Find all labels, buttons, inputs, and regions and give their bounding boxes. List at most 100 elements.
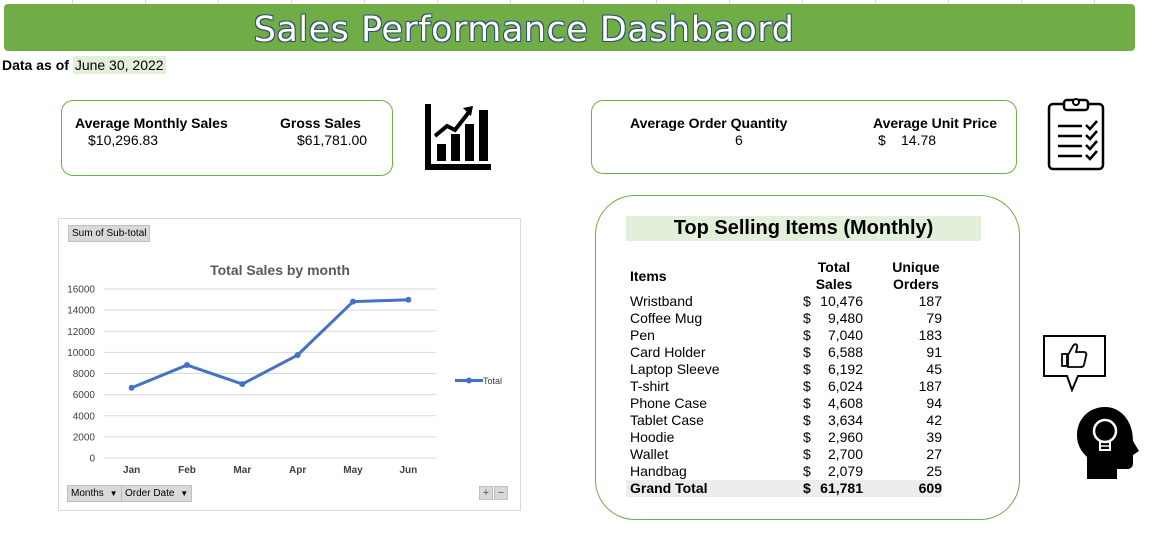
- grand-total-label: Grand Total: [630, 480, 708, 496]
- item-total-sales: 2,700: [827, 446, 863, 462]
- currency-symbol: $: [803, 463, 811, 479]
- months-filter-button[interactable]: Months ▼: [67, 485, 122, 502]
- item-unique-orders: 94: [926, 395, 942, 411]
- currency-symbol: $: [803, 344, 811, 360]
- top-items-card: [595, 195, 1020, 520]
- x-tick-label: Jan: [123, 465, 140, 476]
- item-unique-orders: 183: [918, 327, 942, 343]
- y-tick-label: 12000: [67, 327, 95, 338]
- gross-sales-value: $61,781.00: [297, 132, 368, 148]
- top-items-title: Top Selling Items (Monthly): [626, 216, 981, 241]
- avg-monthly-sales-label: Average Monthly Sales: [75, 115, 228, 131]
- y-tick-label: 0: [89, 454, 95, 465]
- gross-sales-label: Gross Sales: [280, 115, 361, 131]
- order-date-filter-button[interactable]: Order Date ▼: [121, 485, 193, 502]
- table-row: Phone Case $4,608 94: [630, 395, 942, 412]
- currency-symbol: $: [803, 293, 811, 309]
- head-lightbulb-icon: [1075, 405, 1141, 481]
- clipboard-checklist-icon: [1046, 96, 1106, 172]
- y-tick-label: 4000: [73, 411, 96, 422]
- sum-of-subtotal-button[interactable]: Sum of Sub-total: [68, 225, 151, 242]
- chevron-down-icon: ▼: [109, 489, 118, 498]
- col-header-orders-line2: Orders: [893, 276, 939, 292]
- months-filter-label: Months: [71, 488, 104, 499]
- avg-monthly-sales-value: $10,296.83: [88, 132, 159, 148]
- currency-symbol: $: [803, 480, 811, 496]
- table-row: T-shirt $6,024 187: [630, 378, 942, 395]
- page-title: Sales Performance Dashbaord: [253, 10, 795, 50]
- data-point: [184, 362, 190, 369]
- item-name: Pen: [630, 327, 655, 343]
- thumbs-up-speech-icon: [1042, 334, 1108, 393]
- kpi-card-orders: [591, 100, 1017, 174]
- currency-symbol: $: [803, 446, 811, 462]
- table-row: Handbag $2,079 25: [630, 463, 942, 480]
- col-header-items: Items: [630, 268, 667, 284]
- y-tick-label: 6000: [73, 390, 96, 401]
- y-tick-label: 16000: [67, 285, 95, 296]
- collapse-field-button[interactable]: −: [494, 486, 508, 500]
- item-name: Hoodie: [630, 429, 675, 445]
- chart-title: Total Sales by month: [210, 262, 350, 278]
- col-header-sales-line2: Sales: [815, 276, 853, 292]
- avg-unit-price-value: 14.78: [901, 132, 937, 148]
- table-row: Tablet Case $3,634 42: [630, 412, 942, 429]
- item-total-sales: 4,608: [827, 395, 863, 411]
- item-total-sales: 3,634: [827, 412, 863, 428]
- y-tick-label: 2000: [73, 432, 96, 443]
- data-point: [294, 352, 301, 359]
- avg-order-qty-label: Average Order Quantity: [630, 115, 788, 131]
- series-line-total: [131, 298, 409, 390]
- order-date-filter-label: Order Date: [125, 488, 175, 499]
- item-name: Wallet: [630, 446, 669, 462]
- item-total-sales: 10,476: [820, 293, 863, 309]
- avg-unit-price-label: Average Unit Price: [873, 115, 997, 131]
- grand-total-sales: 61,781: [820, 480, 863, 496]
- table-row: Hoodie $2,960 39: [630, 429, 942, 446]
- line-chart: Total Sales by month 0 2000 4000 6000 8000 100…: [67, 262, 502, 476]
- item-name: Card Holder: [630, 344, 706, 360]
- item-unique-orders: 45: [926, 361, 942, 377]
- currency-symbol: $: [803, 378, 811, 394]
- x-tick-label: Jun: [399, 465, 417, 476]
- x-tick-label: Apr: [289, 465, 306, 476]
- currency-symbol: $: [803, 395, 811, 411]
- table-row: Pen $7,040 183: [630, 327, 942, 344]
- item-total-sales: 9,480: [827, 310, 863, 326]
- expand-field-button[interactable]: +: [479, 486, 493, 500]
- table-row: Laptop Sleeve $6,192 45: [630, 361, 942, 378]
- avg-unit-price-currency: $: [878, 132, 886, 148]
- bar-chart-growth-icon: [425, 104, 491, 170]
- y-tick-label: 14000: [67, 306, 95, 317]
- item-name: Phone Case: [630, 395, 708, 411]
- grand-total-orders: 609: [918, 480, 942, 496]
- table-row: Wallet $2,700 27: [630, 446, 942, 463]
- col-header-total-sales: Total Sales: [805, 259, 863, 293]
- avg-order-qty-value: 6: [735, 132, 743, 148]
- data-point: [128, 384, 135, 391]
- grand-total-row: Grand Total $61,781 609: [626, 480, 942, 497]
- y-tick-label: 8000: [73, 369, 96, 380]
- title-banner: Sales Performance Dashbaord: [4, 4, 1135, 51]
- item-total-sales: 6,588: [827, 344, 863, 360]
- col-header-unique-orders: Unique Orders: [885, 259, 947, 293]
- currency-symbol: $: [803, 361, 811, 377]
- item-total-sales: 7,040: [827, 327, 863, 343]
- chevron-down-icon: ▼: [180, 489, 189, 498]
- data-point: [239, 381, 246, 388]
- item-total-sales: 6,192: [827, 361, 863, 377]
- item-unique-orders: 25: [926, 463, 942, 479]
- y-tick-label: 10000: [67, 348, 95, 359]
- item-unique-orders: 27: [926, 446, 942, 462]
- item-total-sales: 2,079: [827, 463, 863, 479]
- item-name: Wristband: [630, 293, 693, 309]
- col-header-orders-line1: Unique: [892, 259, 940, 275]
- item-unique-orders: 187: [918, 378, 942, 394]
- as-of-date[interactable]: June 30, 2022: [72, 56, 166, 74]
- data-point: [350, 298, 356, 305]
- item-unique-orders: 187: [918, 293, 942, 309]
- col-header-sales-line1: Total: [817, 259, 851, 275]
- legend-marker-icon: [466, 377, 472, 384]
- item-total-sales: 2,960: [827, 429, 863, 445]
- pivot-chart[interactable]: Sum of Sub-total Total Sales by month 0 20…: [58, 218, 521, 511]
